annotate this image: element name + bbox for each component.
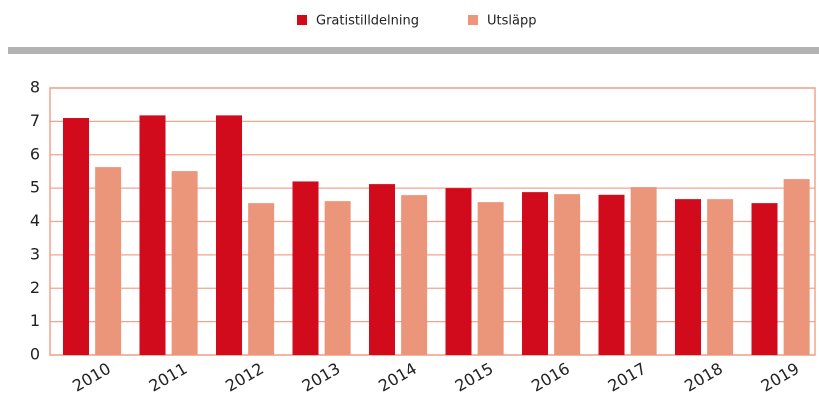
bar <box>248 203 275 355</box>
divider <box>8 47 819 54</box>
y-tick-label: 1 <box>30 311 40 330</box>
bar <box>707 199 734 355</box>
y-tick-label: 5 <box>30 178 40 197</box>
bar <box>292 181 319 355</box>
bar <box>445 188 472 355</box>
bar <box>783 179 810 355</box>
x-tick-label: 2019 <box>758 359 803 396</box>
y-tick-label: 2 <box>30 278 40 297</box>
legend-label: Utsläpp <box>487 14 536 29</box>
x-tick-label: 2014 <box>375 359 420 396</box>
plot-border <box>49 87 816 356</box>
y-tick-label: 3 <box>30 244 40 263</box>
bar <box>630 187 657 355</box>
bar <box>522 192 549 355</box>
legend-label: Gratistilldelning <box>316 14 419 29</box>
legend-swatch <box>468 15 478 25</box>
y-tick-label: 8 <box>30 78 40 97</box>
y-tick-label: 7 <box>30 111 40 130</box>
x-tick-label: 2013 <box>299 359 344 396</box>
x-tick-label: 2016 <box>528 359 573 396</box>
bar <box>598 194 625 355</box>
x-tick-label: 2018 <box>681 359 726 396</box>
bar <box>369 184 396 355</box>
bar <box>751 203 778 355</box>
x-tick-label: 2010 <box>69 359 114 396</box>
bar <box>216 115 243 356</box>
bar <box>95 167 122 355</box>
bar <box>675 199 702 355</box>
legend-swatch <box>297 15 307 25</box>
x-tick-label: 2012 <box>222 359 267 396</box>
x-tick-label: 2017 <box>605 359 650 396</box>
bar <box>477 202 504 355</box>
bar <box>554 194 581 355</box>
bar <box>401 195 428 355</box>
bar <box>63 118 90 355</box>
y-tick-label: 6 <box>30 144 40 163</box>
bar <box>139 115 166 356</box>
bar <box>171 171 198 355</box>
y-tick-label: 0 <box>30 345 40 364</box>
y-tick-label: 4 <box>30 211 40 230</box>
x-tick-label: 2015 <box>452 359 497 396</box>
x-tick-label: 2011 <box>146 359 191 396</box>
bar <box>324 201 351 355</box>
